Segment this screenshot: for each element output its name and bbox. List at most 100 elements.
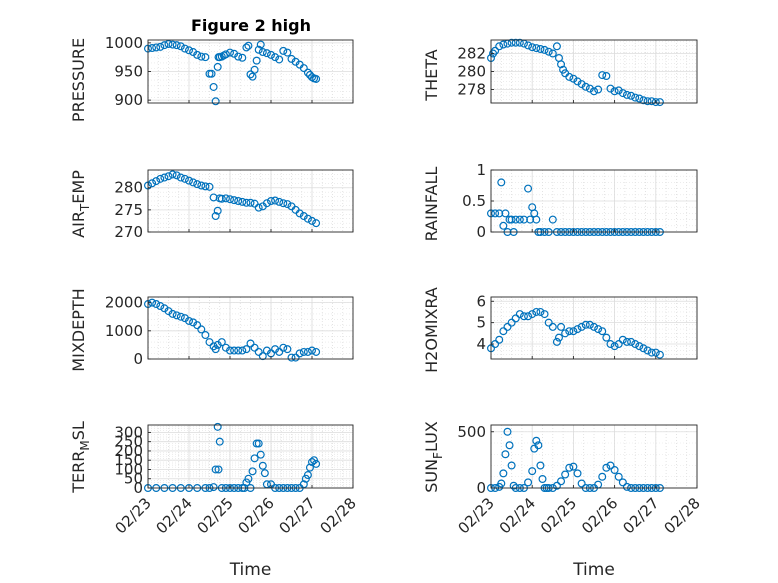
data-point — [267, 50, 276, 59]
data-point — [577, 322, 586, 331]
data-point — [156, 42, 165, 51]
data-point — [536, 461, 545, 470]
data-point — [639, 344, 648, 353]
data-point — [655, 350, 664, 359]
data-point — [256, 450, 265, 459]
data-point — [499, 40, 508, 49]
data-point — [160, 173, 169, 182]
data-point — [598, 71, 607, 80]
data-point — [148, 179, 157, 188]
data-point — [594, 325, 603, 334]
data-point — [618, 89, 627, 98]
data-point — [248, 467, 257, 476]
data-point — [606, 84, 615, 93]
series-markers — [144, 298, 321, 362]
data-point — [557, 60, 566, 69]
series-markers — [144, 40, 321, 106]
series-markers — [487, 427, 664, 493]
data-point — [524, 184, 533, 193]
data-point — [189, 178, 198, 187]
data-point — [501, 209, 510, 218]
data-point — [643, 97, 652, 106]
data-point — [291, 353, 300, 362]
data-point — [499, 469, 508, 478]
data-point — [499, 327, 508, 336]
data-point — [503, 427, 512, 436]
data-point — [594, 85, 603, 94]
data-point — [205, 182, 214, 191]
data-point — [606, 340, 615, 349]
data-point — [250, 65, 259, 74]
data-point — [569, 74, 578, 83]
y-tick-label: 0 — [476, 479, 486, 497]
data-point — [193, 180, 202, 189]
data-point — [647, 97, 656, 106]
y-tick-label: 900 — [114, 91, 143, 109]
data-point — [238, 197, 247, 206]
y-axis-label: PRESSURE — [69, 38, 88, 122]
y-tick-label: 1 — [476, 161, 486, 179]
data-point — [534, 441, 543, 450]
data-point — [185, 46, 194, 55]
data-point — [287, 353, 296, 362]
data-point — [283, 48, 292, 57]
data-point — [254, 45, 263, 54]
data-point — [244, 41, 253, 50]
data-point — [312, 219, 321, 228]
data-point — [515, 215, 524, 224]
series-markers — [487, 307, 664, 359]
data-point — [577, 80, 586, 89]
data-point — [254, 347, 263, 356]
data-point — [569, 462, 578, 471]
data-point — [524, 312, 533, 321]
data-point — [557, 477, 566, 486]
data-point — [164, 40, 173, 49]
data-point — [561, 470, 570, 479]
data-point — [258, 352, 267, 361]
data-point — [532, 215, 541, 224]
data-point — [536, 44, 545, 53]
data-point — [226, 195, 235, 204]
x-tick-label: 02/24 — [496, 494, 539, 537]
data-point — [499, 221, 508, 230]
data-point — [283, 200, 292, 209]
data-point — [217, 338, 226, 347]
data-point — [295, 209, 304, 218]
data-point — [279, 46, 288, 55]
data-point — [238, 53, 247, 62]
data-point — [215, 437, 224, 446]
x-tick-label: 02/27 — [619, 494, 662, 537]
data-point — [197, 52, 206, 61]
data-point — [197, 181, 206, 190]
data-point — [172, 171, 181, 180]
data-point — [515, 310, 524, 319]
data-point — [256, 40, 265, 49]
data-point — [172, 311, 181, 320]
data-point — [569, 327, 578, 336]
data-point — [248, 72, 257, 81]
data-point — [651, 98, 660, 107]
data-point — [246, 70, 255, 79]
data-point — [148, 44, 157, 53]
data-point — [156, 174, 165, 183]
data-point — [528, 310, 537, 319]
data-point — [168, 170, 177, 179]
data-point — [209, 483, 218, 492]
data-point — [207, 69, 216, 78]
data-point — [176, 312, 185, 321]
y-tick-label: 150 — [114, 451, 143, 469]
data-point — [618, 478, 627, 487]
data-point — [602, 71, 611, 80]
axes-box — [490, 424, 698, 489]
data-point — [598, 472, 607, 481]
data-point — [193, 321, 202, 330]
data-point — [497, 178, 506, 187]
data-point — [610, 466, 619, 475]
data-point — [279, 199, 288, 208]
y-axis-label: MIXDEPTH — [69, 288, 88, 371]
data-point — [201, 182, 210, 191]
data-point — [647, 348, 656, 357]
data-point — [312, 74, 321, 83]
y-axis-label: TERRMSL — [69, 421, 92, 494]
